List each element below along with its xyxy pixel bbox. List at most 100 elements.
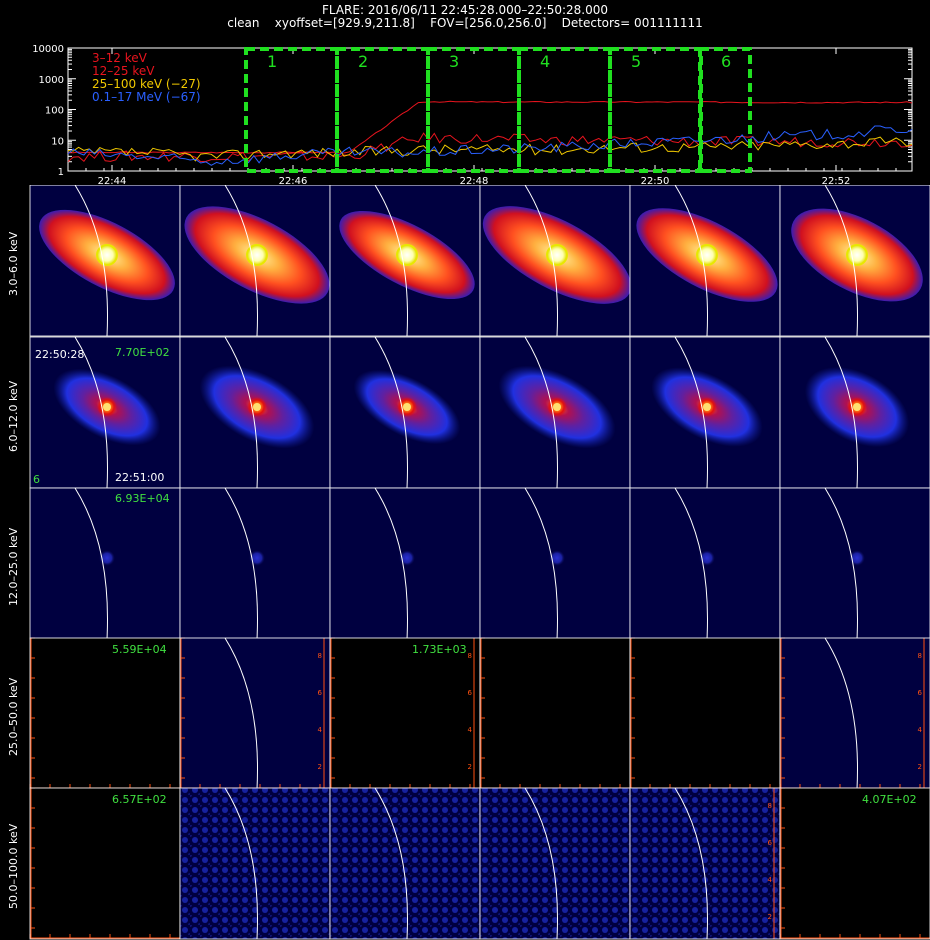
panel-border bbox=[779, 787, 930, 940]
image-panel: 2 4 6 8 bbox=[329, 637, 481, 790]
image-panel bbox=[779, 487, 930, 640]
solar-limb-line bbox=[824, 185, 858, 337]
image-panel bbox=[329, 787, 481, 940]
solar-limb-line bbox=[674, 185, 708, 337]
source-peak bbox=[403, 403, 411, 411]
image-panel bbox=[179, 185, 331, 337]
axis-tick-label: 4 bbox=[768, 876, 773, 884]
solar-limb-line bbox=[224, 185, 258, 337]
axis-tick-label: 8 bbox=[918, 652, 922, 660]
legend-entry: 12–25 keV bbox=[92, 64, 155, 78]
source-peak bbox=[703, 403, 711, 411]
image-panel bbox=[779, 185, 930, 337]
y-tick-label: 10000 bbox=[32, 44, 64, 55]
axis-tick-label: 2 bbox=[468, 763, 472, 771]
image-panel bbox=[779, 787, 930, 940]
image-panel bbox=[629, 487, 781, 640]
max-count-label: 7.70E+02 bbox=[115, 346, 170, 359]
solar-limb-line bbox=[524, 336, 558, 489]
solar-limb-line bbox=[74, 487, 108, 640]
max-count-label: 1.73E+03 bbox=[412, 643, 467, 656]
time-interval-box bbox=[426, 47, 521, 173]
panel-background bbox=[480, 788, 630, 939]
solar-limb-line bbox=[524, 185, 558, 337]
image-panel bbox=[629, 336, 781, 489]
panel-background bbox=[330, 788, 480, 939]
series-line bbox=[67, 100, 913, 154]
image-panel: 2 4 6 8 bbox=[779, 637, 930, 790]
solar-limb-line bbox=[74, 185, 108, 337]
image-panel: 2 4 6 8 bbox=[179, 637, 331, 790]
image-panel bbox=[29, 336, 181, 489]
x-tick-label: 22:50 bbox=[641, 176, 670, 185]
image-panel bbox=[29, 787, 181, 940]
source-peak bbox=[696, 244, 718, 266]
time-start-label: 22:50:28 bbox=[35, 348, 85, 361]
max-count-label: 5.59E+04 bbox=[112, 643, 167, 656]
x-tick-label: 22:48 bbox=[460, 176, 489, 185]
solar-limb-line bbox=[674, 487, 708, 640]
panel-background bbox=[630, 788, 780, 939]
time-interval-box bbox=[608, 47, 703, 173]
panel-background bbox=[630, 638, 780, 789]
source-peak bbox=[546, 244, 568, 266]
panel-background bbox=[480, 638, 630, 789]
solar-limb-line bbox=[524, 487, 558, 640]
image-panel bbox=[779, 336, 930, 489]
solar-limb-line bbox=[74, 336, 108, 489]
image-panel bbox=[479, 637, 631, 790]
series-line bbox=[67, 125, 913, 166]
source-peak bbox=[853, 403, 861, 411]
flare-title: FLARE: 2016/06/11 22:45:28.000–22:50:28.… bbox=[321, 3, 609, 17]
axis-tick-label: 8 bbox=[318, 652, 322, 660]
image-panel bbox=[329, 185, 481, 337]
image-panel bbox=[329, 336, 481, 489]
time-interval-box bbox=[335, 47, 430, 173]
axis-tick-label: 6 bbox=[918, 689, 923, 697]
axis-tick-label: 2 bbox=[918, 763, 922, 771]
time-end-label: 22:51:00 bbox=[115, 471, 165, 484]
axis-tick-label: 4 bbox=[318, 726, 323, 734]
solar-limb-line bbox=[674, 787, 708, 940]
axis-tick-label: 2 bbox=[318, 763, 322, 771]
energy-band-label: 3.0–6.0 keV bbox=[7, 232, 20, 297]
energy-band-label: 25.0–50.0 keV bbox=[7, 677, 20, 756]
panel-background bbox=[780, 638, 930, 789]
y-tick-label: 1000 bbox=[39, 75, 64, 86]
axis-tick-label: 4 bbox=[918, 726, 923, 734]
panel-background bbox=[30, 638, 180, 789]
panel-background bbox=[180, 788, 330, 939]
image-panel bbox=[329, 487, 481, 640]
y-tick-label: 1 bbox=[58, 167, 64, 178]
image-panel bbox=[179, 787, 331, 940]
series-line bbox=[67, 132, 913, 163]
max-count-label: 6.93E+04 bbox=[115, 492, 170, 505]
source-peak bbox=[396, 244, 418, 266]
image-panel bbox=[29, 637, 181, 790]
image-panel bbox=[179, 487, 331, 640]
solar-limb-line bbox=[524, 787, 558, 940]
y-tick-label: 100 bbox=[45, 106, 64, 117]
interval-label: 1 bbox=[267, 52, 277, 71]
interval-label: 4 bbox=[540, 52, 550, 71]
solar-limb-line bbox=[824, 336, 858, 489]
panel-background bbox=[30, 788, 180, 939]
lightcurve-plot: 10000 1000 100 10 1 22:44 22:46 22:48 22:50 22:52… bbox=[32, 44, 913, 185]
source-peak bbox=[103, 403, 111, 411]
x-tick-label: 22:44 bbox=[98, 176, 127, 185]
solar-limb-line bbox=[374, 336, 408, 489]
source-peak bbox=[96, 244, 118, 266]
axis-tick-label: 8 bbox=[468, 652, 472, 660]
legend-entry: 3–12 keV bbox=[92, 51, 148, 65]
series-line bbox=[67, 136, 913, 162]
image-panel bbox=[29, 487, 181, 640]
interval-label: 3 bbox=[449, 52, 459, 71]
image-panel: 2 4 6 8 bbox=[629, 787, 781, 940]
image-panel bbox=[29, 185, 181, 337]
image-panel bbox=[479, 185, 632, 337]
solar-limb-line bbox=[674, 336, 708, 489]
solar-limb-line bbox=[224, 787, 258, 940]
solar-limb-line bbox=[224, 336, 258, 489]
image-panel bbox=[179, 336, 331, 489]
panel-background bbox=[180, 638, 330, 789]
